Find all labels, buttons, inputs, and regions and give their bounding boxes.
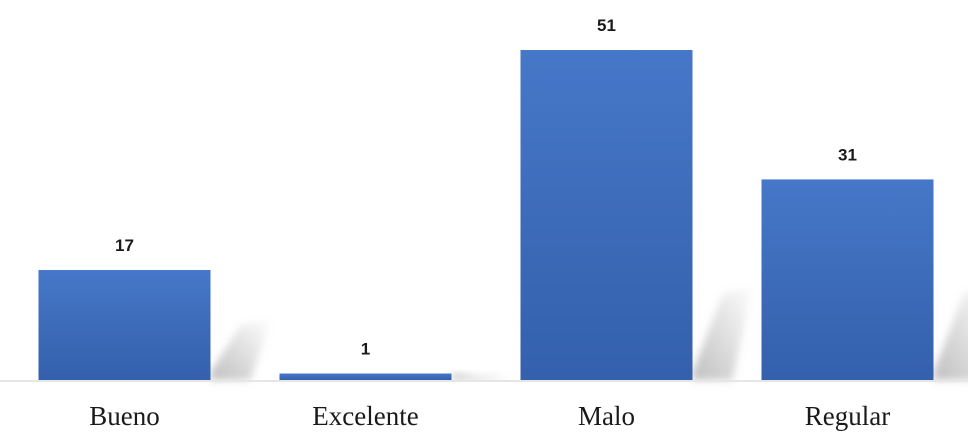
bar-shadows xyxy=(210,285,968,380)
bar-regular xyxy=(761,179,934,380)
bar-shadow-regular xyxy=(933,293,968,380)
bar-excelente xyxy=(279,373,452,380)
category-label-malo: Malo xyxy=(578,401,635,431)
category-label-excelente: Excelente xyxy=(312,401,418,431)
bar-bueno xyxy=(38,270,211,380)
bar-malo xyxy=(520,50,693,380)
bars xyxy=(38,50,934,380)
category-label-regular: Regular xyxy=(805,401,890,431)
category-labels: Bueno Excelente Malo Regular xyxy=(89,401,890,431)
bar-shadow-malo xyxy=(692,285,753,380)
data-label-regular: 31 xyxy=(838,145,857,164)
data-label-malo: 51 xyxy=(597,16,616,35)
category-label-bueno: Bueno xyxy=(89,401,160,431)
data-label-excelente: 1 xyxy=(361,340,370,359)
data-label-bueno: 17 xyxy=(115,236,134,255)
bar-shadow-excelente xyxy=(451,372,512,380)
bar-shadow-bueno xyxy=(210,319,271,380)
data-labels: 17 1 51 31 xyxy=(115,16,857,359)
